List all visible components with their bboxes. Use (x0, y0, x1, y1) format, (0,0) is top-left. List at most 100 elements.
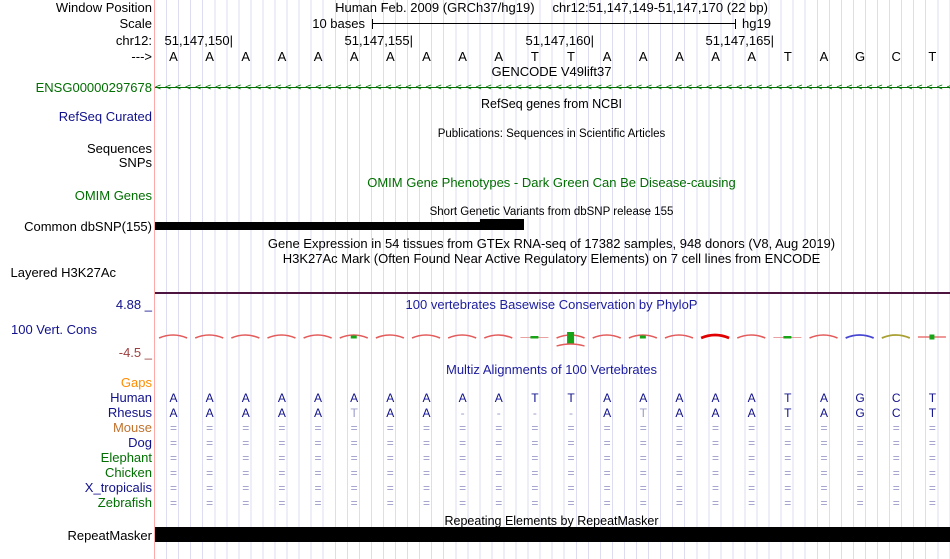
sequences-label[interactable]: Sequences (86, 141, 152, 156)
alignment-cell: = (278, 451, 286, 465)
alignment-cell: = (422, 421, 430, 435)
alignment-cell: = (350, 466, 358, 480)
alignment-cell: = (567, 466, 575, 480)
species-label-zebrafish[interactable]: Zebrafish (97, 495, 152, 510)
alignment-row-mouse: = = = = = = = = = = = = = = = = = = = = = = (155, 421, 950, 436)
alignment-cell: = (386, 436, 394, 450)
alignment-cell: A (277, 406, 286, 420)
alignment-cell: A (169, 49, 178, 64)
alignment-cell: A (422, 391, 431, 405)
alignment-cell: = (639, 496, 647, 510)
alignment-cell: = (748, 451, 756, 465)
alignment-cell: = (567, 436, 575, 450)
alignment-cell: = (206, 451, 214, 465)
alignment-cell: = (603, 421, 611, 435)
alignment-cell: C (891, 49, 901, 64)
alignment-cell: C (891, 406, 901, 420)
common-dbsnp-label[interactable]: Common dbSNP(155) (24, 219, 152, 234)
alignment-cell: A (639, 391, 648, 405)
alignment-cell: = (675, 421, 683, 435)
alignment-cell: T (639, 406, 647, 420)
ruler-tick: 51,147,165| (705, 33, 774, 48)
alignment-cell: = (206, 436, 214, 450)
alignment-cell: = (242, 481, 250, 495)
conservation-wiggle[interactable] (155, 325, 950, 355)
species-label-rhesus[interactable]: Rhesus (107, 405, 152, 420)
alignment-cell: = (928, 481, 936, 495)
alignment-cell: G (855, 391, 865, 405)
vert-cons-label[interactable]: 100 Vert. Cons (11, 322, 97, 337)
alignment-cell: A (314, 406, 323, 420)
layered-h3k27ac-label[interactable]: Layered H3K27Ac (10, 265, 116, 280)
alignment-cell: = (639, 421, 647, 435)
alignment-cell: A (205, 391, 214, 405)
species-label-elephant[interactable]: Elephant (100, 450, 152, 465)
snps-label[interactable]: SNPs (118, 155, 152, 170)
alignment-cell: = (820, 496, 828, 510)
alignment-row-dog: = = = = = = = = = = = = = = = = = = = = = = (155, 436, 950, 451)
alignment-cell: = (206, 421, 214, 435)
alignment-cell: = (892, 496, 900, 510)
alignment-cell: = (603, 481, 611, 495)
base-position-ruler[interactable]: 51,147,150| 51,147,155| 51,147,160| 51,147,… (0, 34, 950, 48)
repeatmasker-label[interactable]: RepeatMasker (67, 528, 152, 543)
alignment-cell: = (856, 496, 864, 510)
species-label-mouse[interactable]: Mouse (112, 420, 152, 435)
species-label-human[interactable]: Human (110, 390, 152, 405)
alignment-cell: = (856, 436, 864, 450)
omim-genes-label[interactable]: OMIM Genes (74, 188, 152, 203)
alignment-cell: = (712, 466, 720, 480)
ruler-tick: 51,147,150| (164, 33, 233, 48)
alignment-cell: = (531, 496, 539, 510)
species-label-gaps[interactable]: Gaps (120, 375, 152, 390)
alignment-cell: = (784, 466, 792, 480)
alignment-cell: C (891, 391, 901, 405)
gene-id-label[interactable]: ENSG00000297678 (35, 80, 152, 95)
species-label-chicken[interactable]: Chicken (105, 465, 152, 480)
alignment-cell: A (638, 49, 648, 64)
alignment-cell: A (494, 49, 504, 64)
species-label-dog[interactable]: Dog (128, 435, 152, 450)
alignment-row-zebrafish: = = = = = = = = = = = = = = = = = = = = = = (155, 496, 950, 511)
alignment-cell: T (567, 49, 575, 64)
alignment-cell: = (495, 436, 503, 450)
refseq-curated-label[interactable]: RefSeq Curated (58, 109, 152, 124)
dbsnp-feature-bar[interactable] (155, 222, 480, 230)
species-label-x_tropicalis[interactable]: X_tropicalis (84, 480, 152, 495)
alignment-cell: = (495, 466, 503, 480)
alignment-cell: A (819, 391, 828, 405)
strand-label: ---> (131, 49, 152, 64)
alignment-cell: A (711, 406, 720, 420)
alignment-cell: = (422, 496, 430, 510)
alignment-cell: = (350, 481, 358, 495)
gene-arrow-line[interactable]: <<<<<<<<<<<<<<<<<<<<<<<<<<<<<<<<<<<<<<<<… (155, 82, 950, 94)
alignment-cell: A (277, 391, 286, 405)
ruler-tick: 51,147,160| (525, 33, 594, 48)
alignment-cell: = (242, 496, 250, 510)
alignment-cell: = (350, 436, 358, 450)
alignment-row-x_tropicalis: = = = = = = = = = = = = = = = = = = = = = = (155, 481, 950, 496)
dbsnp-feature-bar-tall[interactable] (480, 219, 524, 230)
alignment-cell: = (242, 466, 250, 480)
alignment-cell: A (458, 49, 467, 64)
alignment-cell: = (422, 481, 430, 495)
alignment-cell: A (602, 49, 612, 64)
publications-title: Publications: Sequences in Scientific Ar… (437, 128, 666, 140)
alignment-cell: = (928, 451, 936, 465)
alignment-cell: - (569, 406, 573, 420)
repeatmasker-bar[interactable] (155, 527, 950, 542)
alignment-cell: T (784, 391, 792, 405)
alignment-cell: A (675, 391, 684, 405)
alignment-cell: A (349, 49, 359, 64)
alignment-cell: = (531, 436, 539, 450)
alignment-cell: = (748, 436, 756, 450)
alignment-cell: = (748, 466, 756, 480)
alignment-cell: A (241, 406, 250, 420)
alignment-cell: A (422, 49, 431, 64)
alignment-cell: = (386, 481, 394, 495)
gtex-title: Gene Expression in 54 tissues from GTEx … (267, 236, 836, 251)
alignment-cell: = (928, 466, 936, 480)
left-boundary-line (154, 0, 155, 559)
alignment-cell: = (169, 436, 177, 450)
